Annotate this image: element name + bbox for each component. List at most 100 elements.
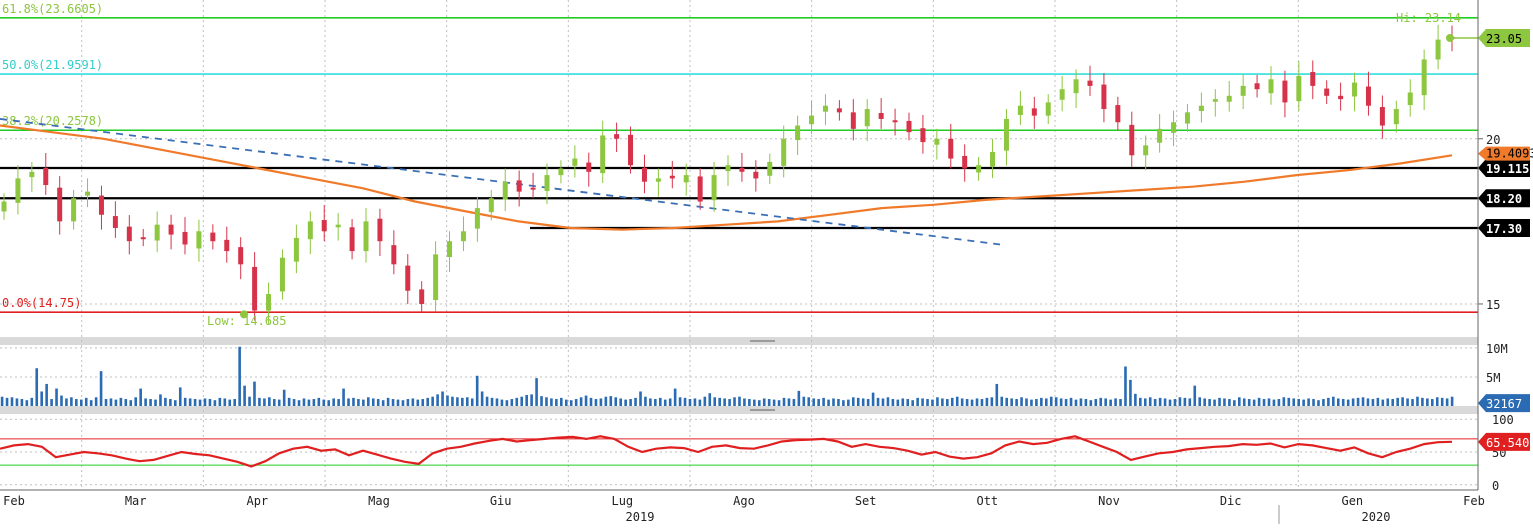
candle-body xyxy=(1073,79,1079,94)
volume-bar xyxy=(84,397,88,406)
volume-bar xyxy=(1228,399,1231,406)
volume-bar xyxy=(114,399,118,406)
candle-body xyxy=(1435,39,1441,60)
volume-bar xyxy=(183,397,187,406)
volume-bar xyxy=(1312,399,1315,406)
price-level-tag xyxy=(1478,218,1530,237)
volume-bar xyxy=(683,397,687,406)
volume-bar xyxy=(886,397,890,406)
volume-bar xyxy=(911,400,914,406)
volume-bar xyxy=(1193,385,1197,406)
volume-bar xyxy=(589,397,593,406)
candle-body xyxy=(140,237,146,240)
volume-bar xyxy=(243,385,246,406)
candle-body xyxy=(1017,105,1023,115)
volume-tick-label: 5M xyxy=(1486,371,1500,385)
volume-bar xyxy=(1401,397,1404,406)
volume-bar xyxy=(901,398,905,406)
volume-bar xyxy=(693,398,697,406)
volume-bar xyxy=(1223,398,1226,406)
candle-body xyxy=(1407,92,1413,106)
volume-bar xyxy=(1431,399,1434,406)
volume-bar xyxy=(178,387,182,406)
volume-bar xyxy=(777,400,781,406)
volume-bar xyxy=(159,394,162,406)
volume-bar xyxy=(535,378,538,406)
candle-body xyxy=(502,181,508,200)
volume-bar xyxy=(307,399,311,406)
volume-bar xyxy=(1015,399,1018,406)
price-tick-label: 15 xyxy=(1486,298,1500,312)
candle-body xyxy=(363,221,369,252)
volume-bar xyxy=(79,399,83,406)
candle-body xyxy=(1421,59,1427,96)
volume-bar xyxy=(20,399,24,406)
candle-body xyxy=(1003,118,1009,151)
volume-bar xyxy=(931,399,934,406)
candle-body xyxy=(781,138,787,166)
volume-bar xyxy=(837,399,840,406)
volume-bar xyxy=(1238,397,1241,406)
volume-bar xyxy=(728,399,731,406)
volume-bar xyxy=(317,397,321,406)
panel-separator[interactable] xyxy=(0,406,1478,414)
volume-bar xyxy=(1139,397,1142,406)
volume-bar xyxy=(1426,398,1429,406)
volume-bar xyxy=(891,399,895,406)
volume-bar xyxy=(198,399,202,406)
volume-bar xyxy=(515,397,519,406)
volume-bar xyxy=(357,399,360,406)
candle-body xyxy=(1115,105,1121,123)
price-level-label: 18.20 xyxy=(1486,192,1522,206)
volume-bar xyxy=(530,394,533,406)
panel-separator[interactable] xyxy=(0,337,1478,345)
volume-bar xyxy=(1020,397,1023,406)
candle-body xyxy=(57,187,63,222)
candle-body xyxy=(252,266,258,311)
candle-body xyxy=(1101,84,1107,110)
candle-body xyxy=(1031,108,1037,116)
volume-bar xyxy=(1356,397,1360,406)
rsi-last-tag xyxy=(1478,432,1530,451)
volume-bar xyxy=(1074,399,1078,406)
volume-bar xyxy=(0,396,4,406)
volume-bar xyxy=(396,399,400,406)
x-tick-label: Set xyxy=(855,494,877,508)
candle-body xyxy=(1379,107,1385,126)
volume-bar xyxy=(1129,379,1132,406)
volume-bar xyxy=(1044,398,1048,406)
candle-body xyxy=(474,208,480,229)
volume-bar xyxy=(1158,397,1162,406)
volume-bar xyxy=(1317,400,1320,406)
volume-bar xyxy=(144,398,147,406)
volume-bar xyxy=(713,397,717,406)
price-level-tag xyxy=(1478,159,1530,178)
candle-body xyxy=(767,161,773,176)
candle-body xyxy=(238,247,244,265)
low-marker xyxy=(240,310,248,319)
volume-bar xyxy=(1109,399,1112,406)
volume-bar xyxy=(1287,397,1291,406)
volume-bar xyxy=(926,399,929,406)
candle-body xyxy=(98,195,104,215)
volume-bar xyxy=(1208,399,1211,406)
year-label: 2019 xyxy=(626,510,655,524)
volume-bar xyxy=(475,375,479,406)
volume-bar xyxy=(1361,397,1365,406)
candle-body xyxy=(1282,80,1288,103)
volume-bar xyxy=(30,397,34,406)
volume-bar xyxy=(847,399,850,406)
volume-bar xyxy=(649,398,652,406)
candle-body xyxy=(1,201,7,212)
candle-body xyxy=(1296,75,1302,102)
volume-bar xyxy=(277,399,281,406)
candle-body xyxy=(321,220,327,232)
candle-body xyxy=(1254,83,1260,90)
volume-bar xyxy=(287,397,291,406)
candle-body xyxy=(1171,122,1177,133)
volume-bar xyxy=(1049,396,1053,406)
volume-bar xyxy=(1411,399,1414,406)
volume-bar xyxy=(1366,398,1370,406)
volume-bar xyxy=(673,388,677,406)
